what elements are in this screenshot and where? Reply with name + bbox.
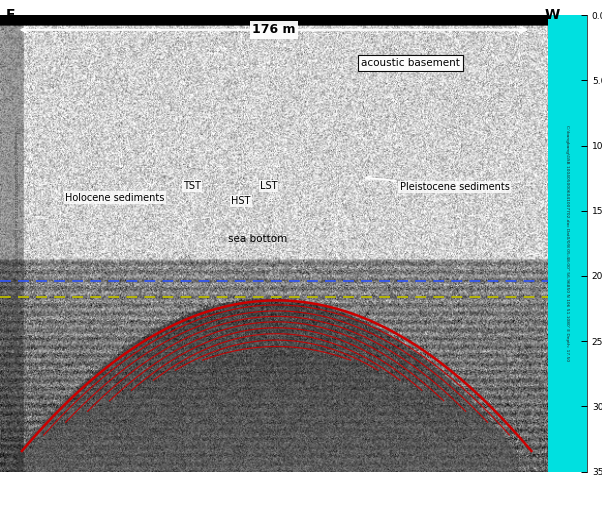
Text: 176 m: 176 m — [252, 23, 296, 37]
Text: LST: LST — [259, 181, 277, 191]
Text: E: E — [6, 8, 16, 22]
Text: sea bottom: sea bottom — [228, 234, 287, 244]
Text: Pleistocene sediments: Pleistocene sediments — [366, 176, 510, 192]
Text: C:\bangbang\GSB 1004050006041007702.doc Dat0/0/8 05:48:00" 56.96850 N 106 51.108: C:\bangbang\GSB 1004050006041007702.doc … — [565, 125, 569, 361]
Text: Holocene sediments: Holocene sediments — [66, 193, 165, 203]
Text: TST: TST — [183, 181, 200, 191]
Text: acoustic basement: acoustic basement — [361, 58, 461, 68]
Text: HST: HST — [231, 196, 250, 206]
Text: W: W — [545, 8, 560, 22]
Text: C:\bangbang\GSB 1004050006041007702.doc Dat0/0/8 05:45:00" 57.01.00 N 106 51.320: C:\bangbang\GSB 1004050006041007702.doc … — [13, 126, 17, 360]
